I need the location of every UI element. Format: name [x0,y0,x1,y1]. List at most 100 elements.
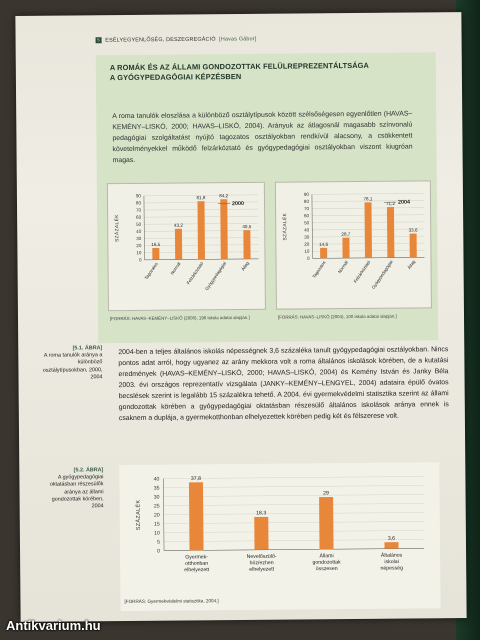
x-tick-label: Tagozatos [311,260,326,279]
x-axis [164,548,425,551]
x-tick-label: Gyermek-otthonban elhelyezett [184,554,210,573]
x-tick-label: Gyógypedagógiai [204,261,227,291]
y-tick-label: 15 [154,522,160,528]
y-tick-label: 80 [304,199,310,204]
chart-care-panel: 0 5 10 15 20 25 30 35 40 SZÁZALÉK 37,8 Gyermek-otth… [119,462,441,612]
chart-care: 0 5 10 15 20 25 30 35 40 SZÁZALÉK 37,8 Gyermek-otth… [135,476,425,573]
chart-2004-source: [FORRÁS: HAVAS–LISKÓ (2004), 100 iskola … [277,313,397,320]
data-label: 16,5 [151,242,160,247]
body-paragraph: 2004-ben a teljes általános iskolás népe… [118,346,449,423]
x-tick-label: Nevelőszülő-höz/ezhen elhelyezett [247,554,277,573]
x-tick-label: Gyógypedagógiai [371,259,394,289]
bar [386,207,395,258]
y-tick-label: 0 [307,256,310,261]
data-label: 3,6 [388,536,395,542]
bar [152,247,160,260]
data-label: 40,5 [242,224,251,229]
x-tick-label: Átlag [240,260,250,271]
data-label: 18,3 [256,510,266,516]
bar [319,497,334,550]
box-title-line-2: A GYÓGYPEDAGÓGIAI KÉPZÉSBEN [109,71,242,83]
data-label: 28,7 [341,232,350,237]
y-tick-label: 80 [136,200,142,205]
data-label: 43,2 [174,223,183,228]
y-tick-label: 20 [154,513,160,519]
y-tick-label: 70 [136,208,142,213]
bar [384,542,399,549]
chart-care-source: [FORRÁS: Gyermekvédelmi statisztika, 200… [124,598,219,605]
book-page: 5 ESÉLYEGYENLŐSÉG, DESZEGREGÁCIÓ [Havas … [15,12,467,622]
figure-caption-text: A gyógypedagógiai oktatásban részesülők … [49,474,104,510]
data-label: 29 [323,491,329,497]
y-tick-label: 50 [136,222,142,227]
gridline [163,512,424,515]
y-axis [163,478,165,551]
y-tick-label: 20 [136,243,142,248]
gridline [163,539,424,542]
chart-2000-source: [FORRÁS: HAVAS–KEMÉNY–LISKÓ (2000), 198 … [109,314,250,322]
gridline [163,476,424,479]
y-tick-label: 10 [154,531,160,537]
data-label: 14,6 [319,242,328,247]
y-tick-label: 60 [304,213,310,218]
year-legend: 2000 [218,201,244,207]
bar [188,482,204,551]
x-axis [312,257,425,259]
x-tick-label: Felzárkóztató [353,259,372,284]
bar [197,201,205,260]
y-tick-label: 5 [157,540,160,546]
bar [409,233,417,258]
y-tick-label: 0 [139,257,142,262]
gridline [143,194,258,197]
x-tick-label: Átlag [406,259,416,270]
gridline [163,521,424,524]
chart-2000: 0 10 20 30 40 50 60 70 80 90 SZÁZALÉK 16,5 Tagozatos… [113,193,259,291]
x-tick-label: Tagozatos [144,261,159,280]
x-tick-label: Felzárkóztató [186,261,205,286]
figure-caption-5-1: [5.1. ÁBRA] A roma tanulók aránya a külö… [40,345,103,382]
data-label: 78,1 [363,196,372,201]
chart-2004: 0 10 20 30 40 50 60 70 80 90 SZÁZALÉK 14,6 Tagozatos… [281,192,425,290]
gridline [163,530,424,533]
box-title: A ROMÁK ÉS AZ ÁLLAMI GONDOZOTTAK FELÜLRE… [110,61,410,84]
y-axis-label: SZÁZALÉK [281,212,288,240]
chart-2000-panel: 0 10 20 30 40 50 60 70 80 90 SZÁZALÉK 16,5 Tagozatos… [106,181,266,312]
x-tick-label: Normál [337,260,349,274]
y-axis [311,194,313,259]
gridline [163,494,424,497]
y-tick-label: 40 [136,229,142,234]
watermark-text: Antikvarium.hu [6,618,101,633]
y-tick-label: 90 [136,193,142,198]
y-tick-label: 90 [304,192,310,197]
data-label: 84,2 [219,193,228,198]
y-tick-label: 30 [154,495,160,501]
gridline [163,503,424,506]
data-label: 81,8 [196,195,205,200]
chapter-number: 5 [95,37,102,44]
y-axis-label: SZÁZALÉK [135,499,142,530]
y-tick-label: 40 [304,227,310,232]
y-tick-label: 50 [304,220,310,225]
bar [342,237,350,259]
author-name: [Havas Gábor] [219,36,257,43]
y-tick-label: 60 [136,215,142,220]
data-label: 33,6 [409,228,418,233]
box-paragraph: A roma tanulók eloszlása a különböző osz… [112,110,413,165]
y-axis [143,195,145,260]
x-tick-label: Normál [170,261,182,275]
y-axis-label: SZÁZALÉK [113,214,120,242]
chart-2004-panel: 0 10 20 30 40 50 60 70 80 90 SZÁZALÉK 14,6 Tagozatos… [274,180,432,310]
y-tick-label: 30 [136,236,142,241]
data-label: 37,8 [191,476,201,482]
bar [243,230,251,259]
x-tick-label: Állami gondozottak összesen [312,552,341,572]
y-tick-label: 70 [304,206,310,211]
figure-caption-5-2: [5.2. ÁBRA] A gyógypedagógiai oktatásban… [41,467,104,511]
bar [220,199,228,260]
year-label: 2000 [232,201,244,207]
y-tick-label: 30 [304,235,310,240]
bar [254,516,269,550]
bar [364,202,372,258]
figure-caption-text: A roma tanulók aránya a különböző osztál… [42,352,103,381]
